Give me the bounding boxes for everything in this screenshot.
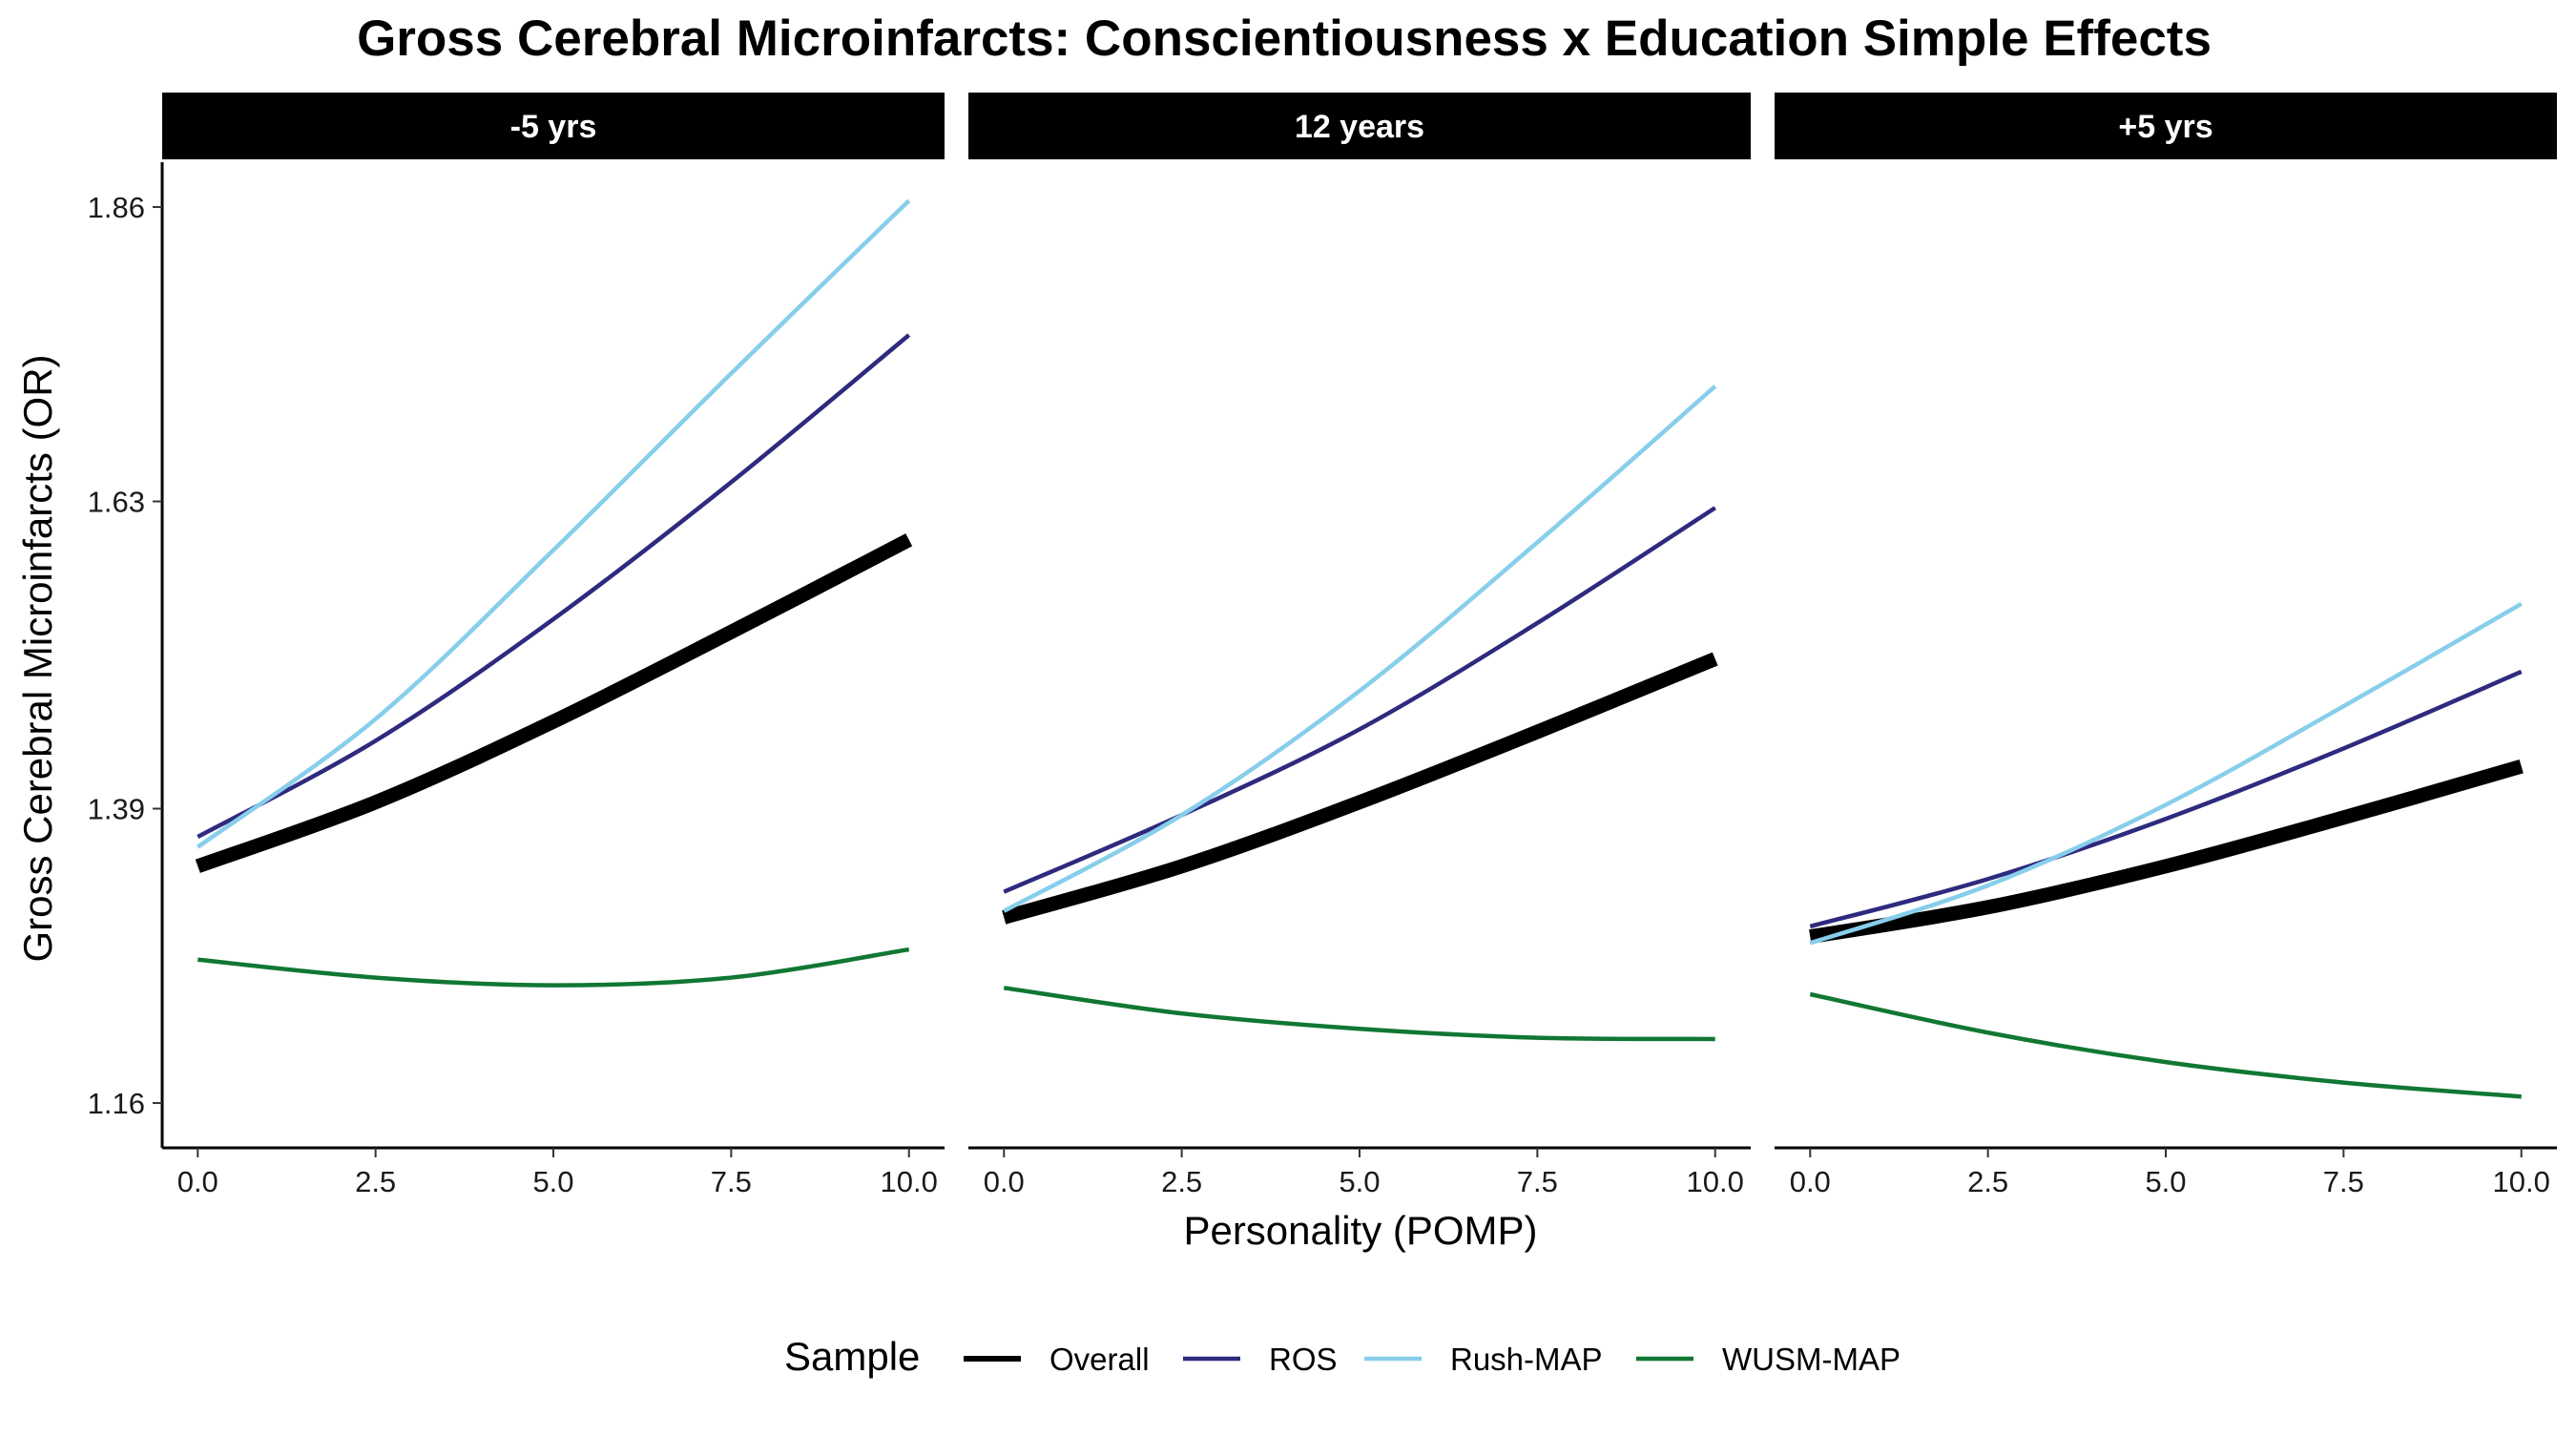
series-line-wusm-map bbox=[1809, 991, 2522, 1099]
series-line-wusm-map bbox=[197, 947, 910, 988]
series-line-overall bbox=[195, 533, 913, 873]
series-line-rush-map bbox=[1809, 601, 2523, 946]
x-tick-label: 0.0 bbox=[1790, 1165, 1831, 1198]
x-tick-label: 2.5 bbox=[1161, 1165, 1202, 1198]
x-tick-label: 7.5 bbox=[1517, 1165, 1558, 1198]
series-line-ros bbox=[1003, 506, 1716, 894]
facet-strip-label: +5 yrs bbox=[2118, 109, 2212, 145]
x-tick-label: 5.0 bbox=[532, 1165, 573, 1198]
panels: -5 yrs 0.0 2.5 5.0 7.5 10.0 1.16 1.39 1.63 1.86 12… bbox=[88, 93, 2557, 1198]
legend-label-rush-map: Rush-MAP bbox=[1450, 1342, 1603, 1377]
legend: Sample Overall ROS Rush-MAP WUSM-MAP bbox=[784, 1334, 1901, 1379]
series-line-overall bbox=[1809, 760, 2524, 945]
legend-title: Sample bbox=[784, 1334, 920, 1379]
x-tick-label: 5.0 bbox=[2145, 1165, 2186, 1198]
facet-strip-label: 12 years bbox=[1295, 109, 1424, 145]
x-tick-label: 10.0 bbox=[1687, 1165, 1744, 1198]
x-tick-label: 10.0 bbox=[881, 1165, 938, 1198]
series-line-rush-map bbox=[196, 198, 911, 849]
x-tick-label: 0.0 bbox=[177, 1165, 218, 1198]
facet-panel-2: 12 years 0.0 2.5 5.0 7.5 10.0 bbox=[968, 93, 1751, 1198]
x-tick-label: 7.5 bbox=[2323, 1165, 2364, 1198]
y-tick-label: 1.16 bbox=[88, 1087, 145, 1120]
facet-strip bbox=[1775, 93, 2557, 159]
legend-label-wusm-map: WUSM-MAP bbox=[1722, 1342, 1901, 1377]
series-line-rush-map bbox=[1003, 385, 1717, 913]
x-tick-label: 0.0 bbox=[984, 1165, 1025, 1198]
facet-strip bbox=[968, 93, 1751, 159]
series-line-wusm-map bbox=[1003, 986, 1715, 1042]
x-tick-label: 2.5 bbox=[355, 1165, 396, 1198]
series-line-ros bbox=[1809, 669, 2523, 929]
chart-title: Gross Cerebral Microinfarcts: Conscienti… bbox=[357, 10, 2212, 67]
x-tick-label: 7.5 bbox=[711, 1165, 752, 1198]
x-tick-label: 5.0 bbox=[1339, 1165, 1380, 1198]
series-line-overall bbox=[1002, 652, 1718, 925]
y-tick-label: 1.63 bbox=[88, 486, 145, 519]
legend-label-overall: Overall bbox=[1049, 1342, 1150, 1377]
facet-panel-1: -5 yrs 0.0 2.5 5.0 7.5 10.0 1.16 1.39 1.63 1.86 bbox=[88, 93, 945, 1198]
x-axis-title: Personality (POMP) bbox=[1183, 1208, 1537, 1253]
x-tick-label: 10.0 bbox=[2493, 1165, 2550, 1198]
legend-label-ros: ROS bbox=[1269, 1342, 1338, 1377]
facet-strip bbox=[162, 93, 945, 159]
y-axis-title: Gross Cerebral Microinfarcts (OR) bbox=[15, 354, 60, 962]
y-tick-label: 1.39 bbox=[88, 792, 145, 825]
facet-panel-3: +5 yrs 0.0 2.5 5.0 7.5 10.0 bbox=[1775, 93, 2557, 1198]
x-tick-label: 2.5 bbox=[1967, 1165, 2008, 1198]
facet-strip-label: -5 yrs bbox=[510, 109, 597, 145]
series-line-ros bbox=[197, 333, 911, 839]
y-tick-label: 1.86 bbox=[88, 191, 145, 224]
